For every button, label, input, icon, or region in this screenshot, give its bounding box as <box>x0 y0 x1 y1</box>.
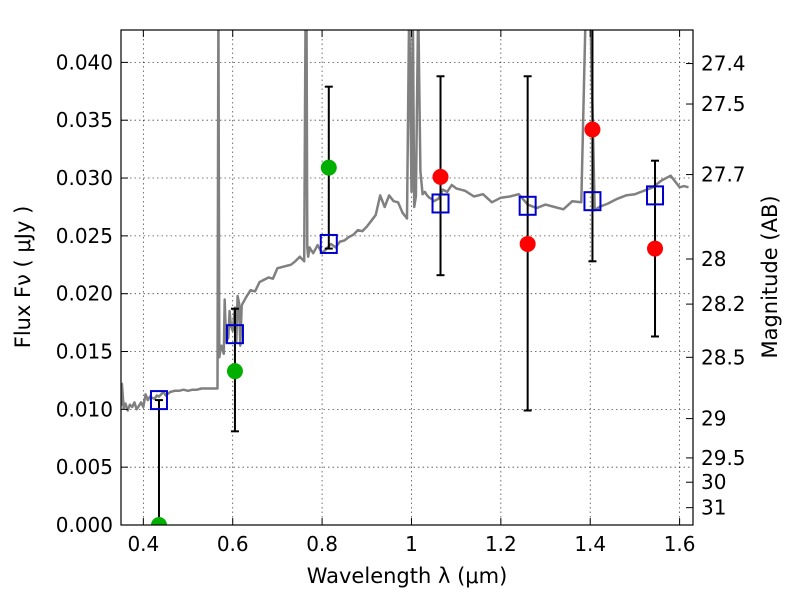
model-point <box>225 324 244 345</box>
right-tick-label: 27.4 <box>701 52 746 76</box>
right-tick-label: 30 <box>701 470 726 494</box>
x-tick-label: 0.8 <box>306 532 338 556</box>
right-tick-label: 28.5 <box>701 345 746 369</box>
model-point <box>646 185 665 206</box>
y-tick-label: 0.000 <box>56 513 113 537</box>
y-tick-label: 0.040 <box>56 50 113 74</box>
plot-frame <box>120 29 694 526</box>
right-axis-label: Magnitude (AB) <box>758 195 782 358</box>
y-tick-label: 0.005 <box>56 455 113 479</box>
model-points <box>149 185 665 411</box>
y-axis-label: Flux Fν ( μJy ) <box>11 206 35 349</box>
x-tick-label: 1.2 <box>485 532 517 556</box>
x-tick-label: 1.4 <box>574 532 606 556</box>
tick-labels: 0.4 0.6 0.8 1 1.2 1.4 1.6 0.000 0.005 0.010 0.015 0… <box>56 50 746 556</box>
observed-point <box>519 235 536 252</box>
model-point <box>319 233 338 254</box>
observed-point <box>320 159 337 176</box>
right-tick-label: 29 <box>701 407 726 431</box>
observed-point <box>584 121 601 138</box>
x-tick-label: 1 <box>405 532 418 556</box>
y-tick-label: 0.020 <box>56 282 113 306</box>
model-point <box>431 193 450 214</box>
x-tick-label: 0.4 <box>127 532 159 556</box>
right-tick-label: 29.5 <box>701 446 746 470</box>
x-tick-label: 1.6 <box>664 532 696 556</box>
plot-area <box>121 30 689 525</box>
y-tick-label: 0.035 <box>56 108 113 132</box>
x-axis-label: Wavelength λ (μm) <box>307 564 508 588</box>
x-tick-label: 0.6 <box>217 532 249 556</box>
y-tick-label: 0.010 <box>56 397 113 421</box>
right-tick-label: 31 <box>701 496 726 520</box>
observed-points <box>150 121 664 525</box>
observed-point <box>226 363 243 380</box>
model-point <box>583 191 602 212</box>
observed-point <box>150 517 167 525</box>
y-tick-label: 0.025 <box>56 224 113 248</box>
model-point <box>518 195 537 216</box>
observed-point <box>647 240 664 257</box>
observed-point <box>432 168 449 185</box>
axis-ticks <box>121 30 693 526</box>
y-tick-label: 0.015 <box>56 340 113 364</box>
right-tick-label: 27.5 <box>701 92 746 116</box>
model-point <box>149 390 168 411</box>
right-tick-label: 28 <box>701 247 726 271</box>
spectrum-line <box>121 30 689 412</box>
right-tick-label: 27.7 <box>701 163 746 187</box>
right-tick-label: 28.2 <box>701 292 746 316</box>
y-tick-label: 0.030 <box>56 166 113 190</box>
